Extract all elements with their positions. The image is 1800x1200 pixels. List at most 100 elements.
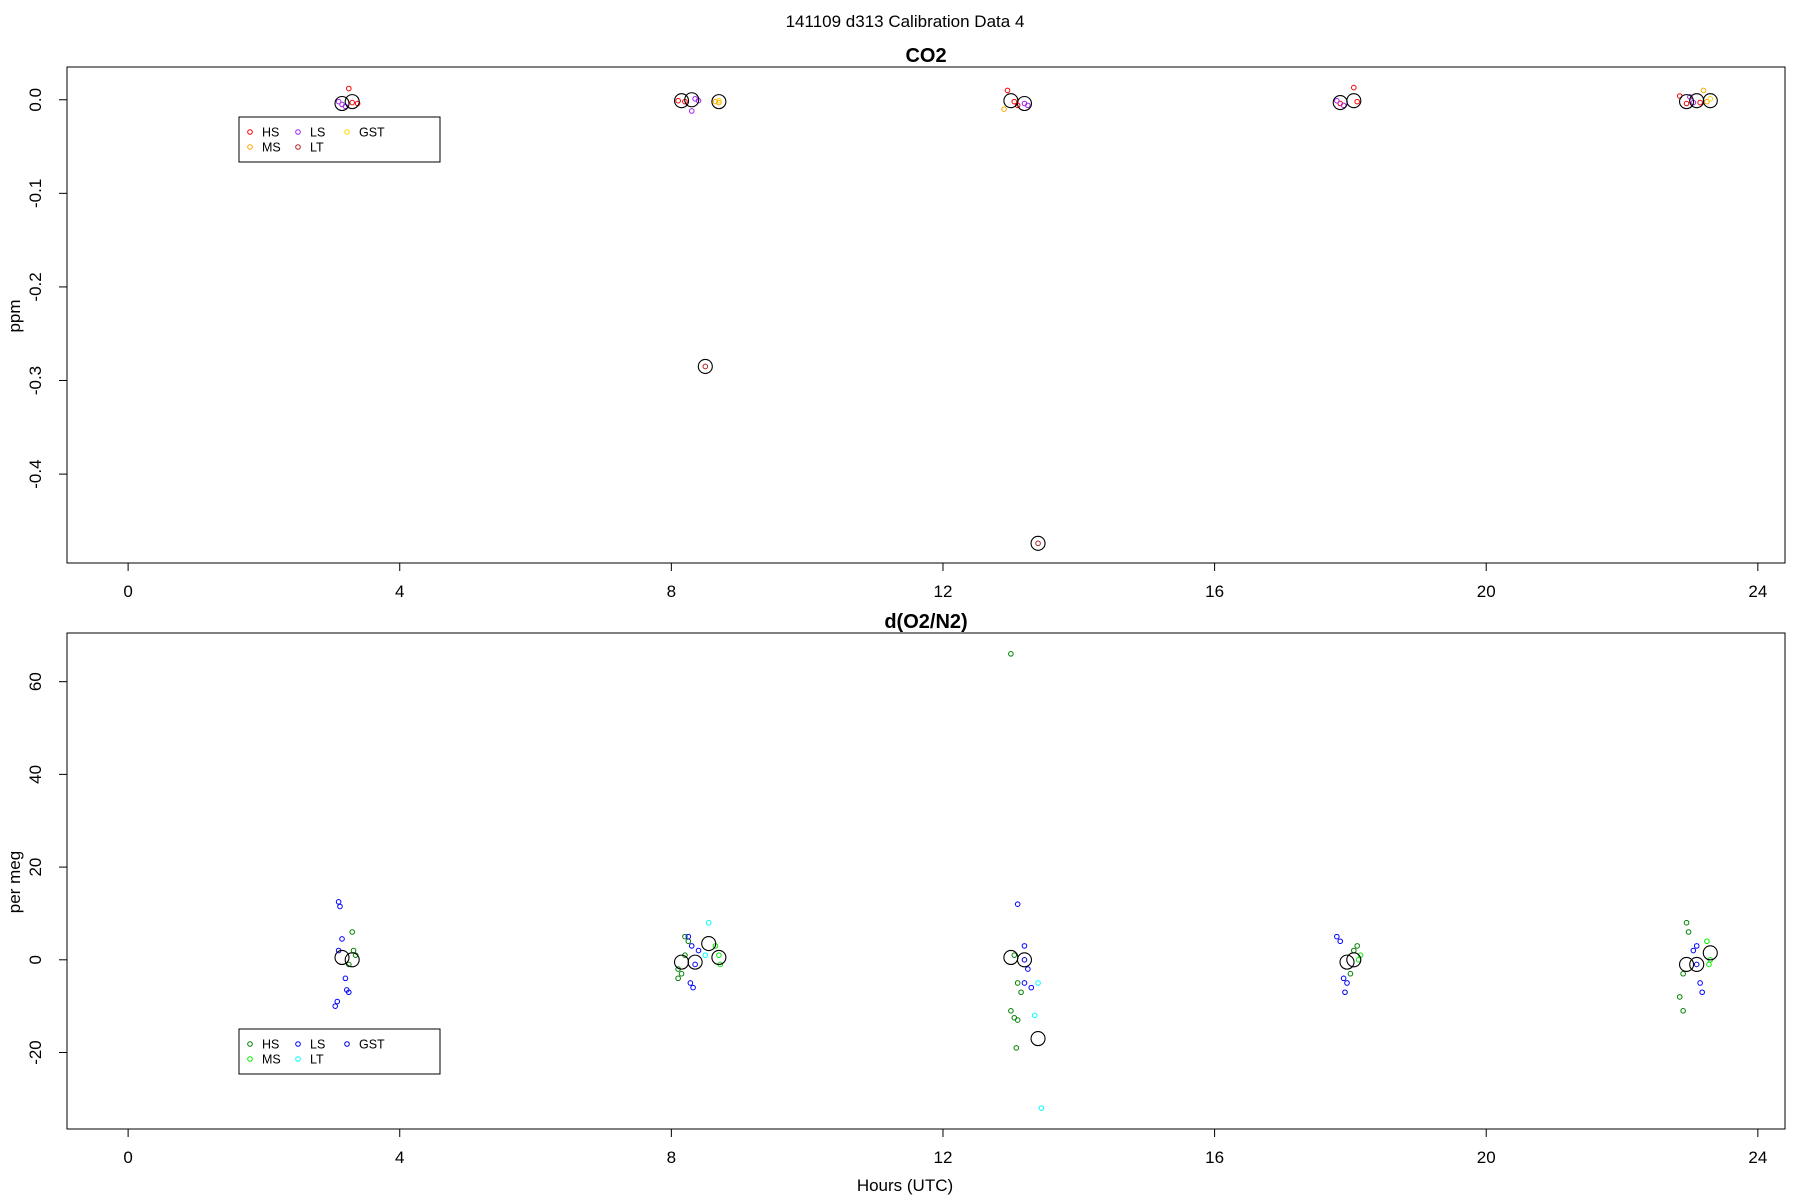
- co2-point-ms: [1700, 87, 1707, 94]
- co2-y-tick-label: -0.2: [26, 272, 45, 301]
- o2n2-point-ls: [690, 984, 696, 991]
- o2n2-legend-label-hs: HS: [262, 1038, 279, 1052]
- o2n2-point-mean: [1030, 1031, 1046, 1047]
- co2-point-hs: [1354, 98, 1360, 105]
- o2n2-point-hs: [1008, 651, 1014, 657]
- o2n2-y-tick-label: 20: [26, 858, 45, 877]
- co2-point-hs: [1697, 99, 1703, 106]
- co2-y-axis: 0.0 -0.1 -0.2 -0.3 -0.4: [26, 88, 68, 489]
- co2-point-lt: [1035, 540, 1041, 547]
- co2-panel: CO2 ppm 0 4 8 12 16 20 24 0.0 -0.1 -0.2 -0.3 -0.4 HS…: [5, 45, 1786, 601]
- co2-point-hs: [1011, 98, 1018, 105]
- o2n2-point-ls: [1028, 984, 1035, 991]
- o2n2-x-tick-label: 12: [934, 1148, 953, 1167]
- co2-point-mean: [711, 94, 727, 110]
- co2-panel-title: CO2: [905, 45, 946, 67]
- o2n2-legend-marker-ls: [295, 1041, 301, 1047]
- co2-point-mean: [1702, 93, 1718, 109]
- co2-x-tick-label: 4: [395, 582, 404, 601]
- o2n2-point-hs: [1683, 919, 1690, 926]
- o2n2-point-ls: [692, 961, 698, 968]
- o2n2-point-hs: [1011, 952, 1018, 958]
- co2-point-lt: [702, 363, 709, 370]
- o2n2-point-ls: [1334, 933, 1340, 940]
- o2n2-x-axis-label: Hours (UTC): [857, 1176, 953, 1195]
- o2n2-legend-label-lt: LT: [310, 1053, 324, 1067]
- o2n2-point-ls: [688, 943, 695, 949]
- o2n2-point-hs: [1680, 1007, 1686, 1014]
- o2n2-panel: d(O2/N2) per meg Hours (UTC) 0 4 8 12 16 20 24…: [5, 611, 1786, 1195]
- o2n2-point-hs: [350, 947, 357, 954]
- o2n2-point-ls: [1690, 947, 1697, 954]
- o2n2-x-tick-label: 24: [1748, 1148, 1767, 1167]
- o2n2-point-ls: [1342, 989, 1348, 996]
- co2-legend-marker-gst: [344, 129, 350, 135]
- o2n2-point-mean: [1346, 952, 1362, 968]
- co2-point-ls: [688, 108, 695, 114]
- co2-point-mean: [697, 358, 713, 375]
- o2n2-point-mean: [1016, 952, 1033, 968]
- o2n2-point-hs: [1685, 929, 1692, 935]
- o2n2-point-ls: [1693, 943, 1700, 949]
- o2n2-point-hs: [682, 933, 688, 940]
- o2n2-y-tick-label: 0: [26, 955, 45, 964]
- o2n2-point-hs: [685, 938, 692, 945]
- co2-x-tick-label: 20: [1477, 582, 1496, 601]
- o2n2-point-ls: [1025, 966, 1031, 972]
- o2n2-point-lt: [705, 919, 712, 926]
- o2n2-point-gst: [1693, 961, 1700, 968]
- o2n2-point-mean: [1678, 956, 1695, 972]
- co2-point-hs: [1004, 87, 1011, 94]
- o2n2-point-ms: [1704, 938, 1710, 945]
- co2-legend-marker-ls: [295, 129, 301, 135]
- co2-point-mean: [1016, 95, 1033, 112]
- o2n2-legend-marker-gst: [344, 1041, 350, 1047]
- o2n2-point-hs: [1014, 1017, 1021, 1023]
- co2-x-tick-label: 24: [1748, 582, 1767, 601]
- o2n2-y-tick-label: -20: [26, 1040, 45, 1065]
- co2-point-mean: [1030, 535, 1046, 551]
- co2-legend-marker-lt: [295, 144, 301, 150]
- o2n2-point-ls: [1344, 980, 1350, 986]
- o2n2-y-tick-label: 60: [26, 672, 45, 691]
- co2-point-ls: [1025, 102, 1031, 109]
- o2n2-data-points: [332, 651, 1718, 1111]
- o2n2-point-mean: [711, 949, 727, 966]
- o2n2-point-hs: [1354, 943, 1360, 949]
- co2-point-hs: [1683, 100, 1690, 107]
- o2n2-point-hs: [1008, 1007, 1014, 1014]
- o2n2-point-ls: [1337, 938, 1344, 945]
- o2n2-point-lt: [1035, 980, 1041, 986]
- co2-point-ms: [1704, 98, 1710, 105]
- o2n2-point-hs: [1013, 1045, 1020, 1051]
- o2n2-point-mean: [1689, 956, 1705, 972]
- o2n2-point-hs: [1014, 980, 1021, 986]
- o2n2-point-mean: [1339, 954, 1355, 970]
- co2-legend-box: [238, 116, 441, 163]
- co2-x-axis: 0 4 8 12 16 20 24: [123, 562, 1767, 601]
- o2n2-point-ls: [1014, 901, 1021, 907]
- co2-point-ls: [1340, 102, 1347, 109]
- o2n2-point-mean: [687, 954, 703, 970]
- co2-point-hs: [1351, 84, 1357, 91]
- co2-point-ms: [1001, 106, 1007, 112]
- o2n2-point-hs: [1018, 989, 1024, 996]
- co2-point-mean: [334, 95, 350, 112]
- co2-y-tick-label: 0.0: [26, 88, 45, 112]
- co2-legend-marker-ms: [247, 144, 253, 150]
- o2n2-x-tick-label: 8: [667, 1148, 676, 1167]
- o2n2-point-hs: [349, 929, 356, 935]
- o2n2-point-hs: [1676, 994, 1683, 1000]
- co2-legend-label-gst: GST: [359, 126, 385, 140]
- o2n2-x-tick-label: 0: [123, 1148, 132, 1167]
- o2n2-legend-marker-lt: [295, 1056, 301, 1062]
- o2n2-legend-marker-hs: [247, 1041, 253, 1047]
- co2-point-mean: [673, 93, 690, 109]
- o2n2-x-axis: 0 4 8 12 16 20 24: [123, 1128, 1767, 1167]
- o2n2-point-hs: [678, 970, 685, 977]
- o2n2-point-hs: [1680, 970, 1686, 977]
- o2n2-y-axis: 60 40 20 0 -20: [26, 672, 68, 1065]
- o2n2-point-lt: [1038, 1105, 1045, 1111]
- co2-legend-label-ls: LS: [310, 126, 325, 140]
